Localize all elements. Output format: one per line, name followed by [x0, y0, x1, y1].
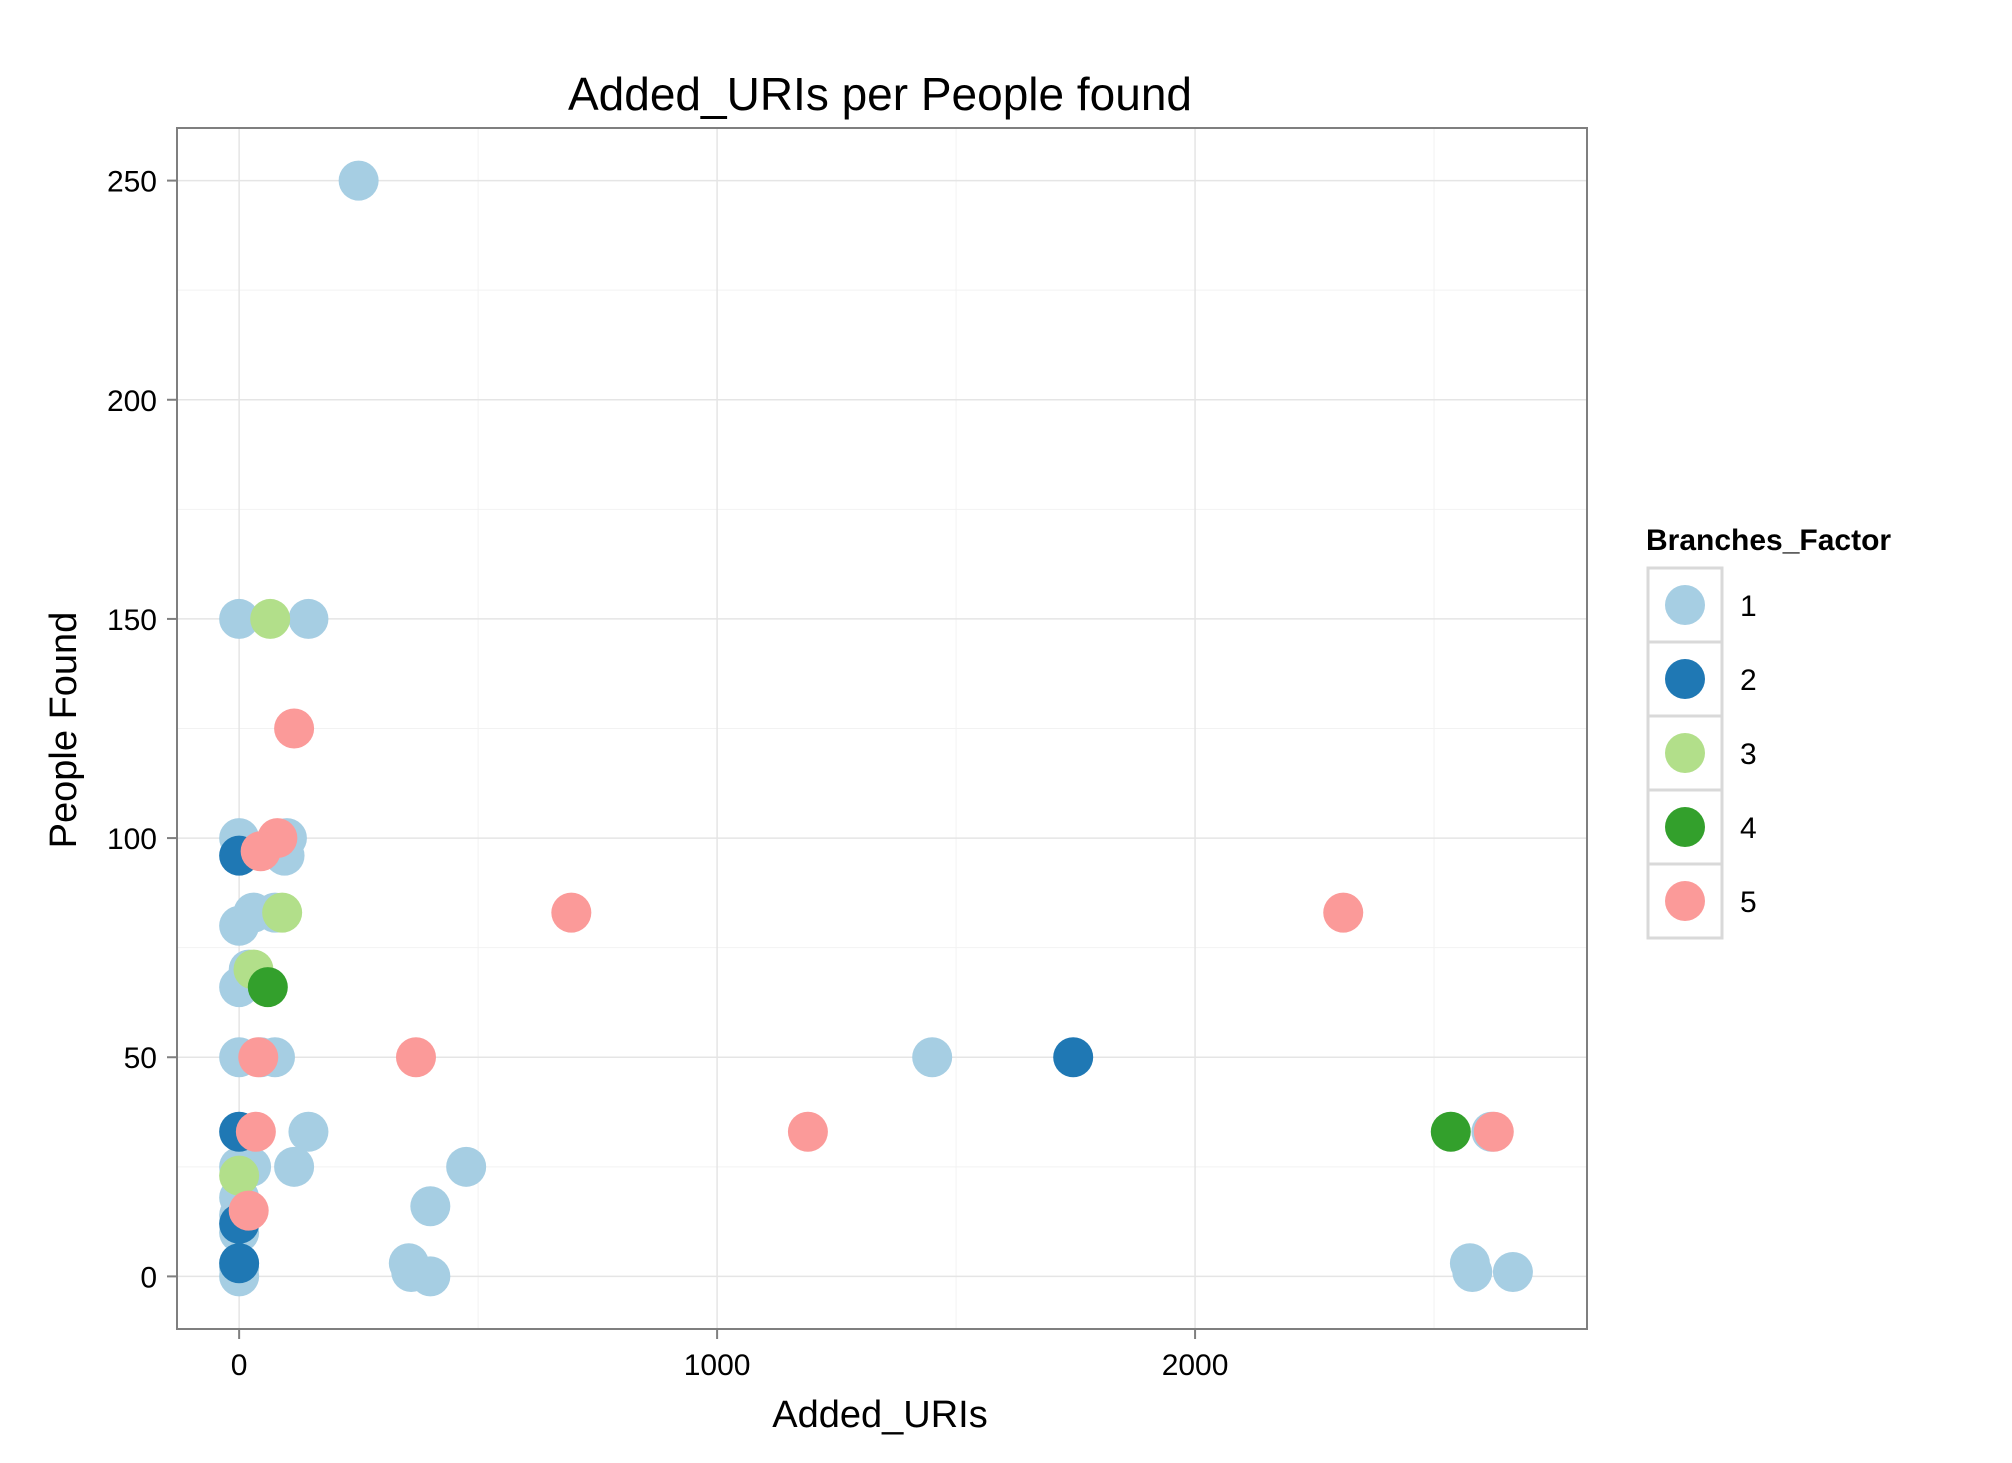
- data-point-series-5: [551, 892, 592, 933]
- y-axis-title: People Found: [43, 612, 85, 849]
- data-point-series-5: [240, 831, 281, 872]
- legend-label: 4: [1740, 812, 1757, 845]
- axis-ticks: 0 1000 2000 0 50 100 150 200 250: [107, 166, 1229, 1382]
- legend-key-swatch: [1665, 733, 1705, 773]
- data-point-series-5: [274, 708, 315, 749]
- data-point-series-5: [1323, 892, 1364, 933]
- data-point-series-1: [446, 1146, 487, 1187]
- plot-panel-border: [176, 127, 1588, 1330]
- y-tick-label: 200: [107, 385, 157, 418]
- chart-title: Added_URIs per People found: [568, 68, 1192, 120]
- data-point-series-5: [238, 1037, 279, 1078]
- legend-key-box: [1646, 862, 1724, 940]
- data-point-series-5: [787, 1111, 828, 1152]
- x-axis-title: Added_URIs: [772, 1394, 987, 1436]
- grid: [177, 128, 1587, 1329]
- data-point-series-1: [1452, 1252, 1493, 1293]
- data-point-series-2: [1053, 1037, 1094, 1078]
- data-point-series-5: [1473, 1111, 1514, 1152]
- data-point-series-3: [219, 1155, 260, 1196]
- x-tick-label: 1000: [684, 1349, 751, 1382]
- data-point-series-5: [395, 1037, 436, 1078]
- data-point-series-5: [235, 1111, 276, 1152]
- x-tick-label: 2000: [1162, 1349, 1229, 1382]
- data-point-series-1: [274, 1146, 315, 1187]
- y-tick-label: 50: [124, 1042, 157, 1075]
- data-point-series-4: [1430, 1111, 1471, 1152]
- data-point-series-4: [247, 967, 288, 1008]
- legend-key-swatch: [1665, 585, 1705, 625]
- data-point-series-2: [219, 1243, 260, 1284]
- y-tick-label: 0: [140, 1261, 157, 1294]
- data-point-series-1: [288, 1111, 329, 1152]
- data-point-series-1: [410, 1256, 451, 1297]
- y-tick-label: 150: [107, 604, 157, 637]
- data-points: [219, 160, 1533, 1297]
- legend-label: 2: [1740, 664, 1757, 697]
- legend-key-swatch: [1665, 659, 1705, 699]
- legend-title: Branches_Factor: [1646, 524, 1891, 557]
- legend-key-swatch: [1665, 807, 1705, 847]
- y-tick-label: 250: [107, 166, 157, 199]
- legend-label: 1: [1740, 590, 1757, 623]
- data-point-series-1: [338, 160, 379, 201]
- legend-label: 5: [1740, 886, 1757, 919]
- y-tick-label: 100: [107, 823, 157, 856]
- legend-label: 3: [1740, 738, 1757, 771]
- data-point-series-1: [219, 598, 260, 639]
- legend-key-swatch: [1665, 881, 1705, 921]
- data-point-series-5: [228, 1190, 269, 1231]
- data-point-series-1: [288, 598, 329, 639]
- data-point-series-1: [912, 1037, 953, 1078]
- data-point-series-3: [250, 598, 291, 639]
- data-point-series-1: [410, 1186, 451, 1227]
- data-point-series-3: [262, 892, 303, 933]
- x-tick-label: 0: [231, 1349, 248, 1382]
- legend: 1 2 3 4 5: [1646, 566, 1757, 940]
- data-point-series-1: [1492, 1252, 1533, 1293]
